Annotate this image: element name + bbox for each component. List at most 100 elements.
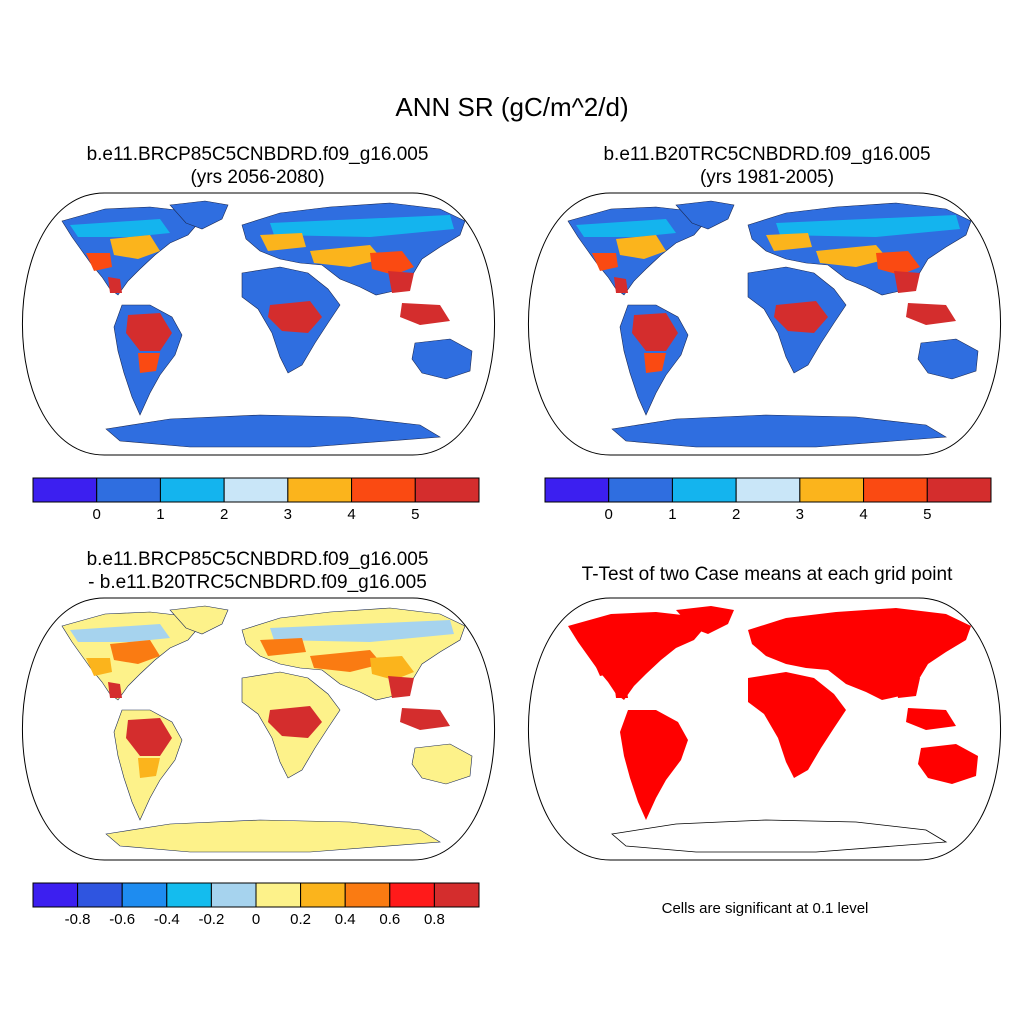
colorbar-swatch xyxy=(608,477,673,503)
panel-title-top-right-line1: b.e11.B20TRC5CNBDRD.f09_g16.005 xyxy=(603,144,931,165)
region-tropics xyxy=(108,277,122,293)
region-temperate xyxy=(816,245,888,267)
region-tropics xyxy=(614,277,628,293)
colorbar-bottom-left xyxy=(32,882,480,908)
colorbar-tick-label: 0 xyxy=(92,506,101,523)
colorbar-swatch xyxy=(287,477,353,503)
colorbar-swatch xyxy=(210,882,257,908)
colorbar-tick-label: 3 xyxy=(283,506,293,523)
colorbar-top-left-ticks: 0 1 2 3 4 5 xyxy=(33,506,479,526)
region-boreal xyxy=(70,219,170,237)
region-tropics xyxy=(894,676,920,698)
region-tropics xyxy=(632,718,678,756)
landmass-antarctica xyxy=(105,819,441,853)
region-temperate xyxy=(766,233,812,251)
colorbar-swatch xyxy=(351,477,416,503)
region-tropics xyxy=(108,682,122,698)
map-outline xyxy=(527,192,1002,456)
region-temperate xyxy=(260,638,306,656)
landmass-australia xyxy=(917,338,979,380)
colorbar-tick-label: -0.2 xyxy=(198,911,225,928)
region-subtropics xyxy=(138,758,160,778)
colorbar-swatch xyxy=(671,477,737,503)
region-tropics xyxy=(388,676,414,698)
region-tropics xyxy=(126,313,172,351)
region-subtropics xyxy=(370,656,414,680)
region-tropics xyxy=(400,708,450,730)
region-tropics xyxy=(774,301,828,333)
region-tropics xyxy=(614,682,628,698)
map-panel-bottom-right xyxy=(527,597,1002,861)
region-temperate xyxy=(310,650,382,672)
colorbar-swatch xyxy=(926,477,992,503)
colorbar-bottom-left-ticks: -0.8 -0.6 -0.4 -0.2 0 0.2 0.4 0.6 0.8 xyxy=(33,911,479,931)
colorbar-tick-label: 2 xyxy=(219,506,229,523)
colorbar-swatch xyxy=(799,477,865,503)
colorbar-swatch xyxy=(300,882,346,908)
panel-title-top-left-line1: b.e11.BRCP85C5CNBDRD.f09_g16.005 xyxy=(86,144,429,165)
colorbar-tick-label: 2 xyxy=(731,506,741,523)
map-outline xyxy=(527,597,1002,861)
region-subtropics xyxy=(86,253,112,271)
colorbar-swatch xyxy=(255,882,302,908)
colorbar-swatch xyxy=(77,882,123,908)
colorbar-swatch xyxy=(544,477,610,503)
landmass-australia xyxy=(411,743,473,785)
panel-title-bottom-right: T-Test of two Case means at each grid po… xyxy=(510,563,1024,586)
map-panel-top-left xyxy=(21,192,496,456)
panel-title-bottom-left-line1: b.e11.BRCP85C5CNBDRD.f09_g16.005 xyxy=(86,549,429,570)
region-boreal xyxy=(776,215,960,237)
map-outline xyxy=(21,597,496,861)
region-tropics xyxy=(388,271,414,293)
colorbar-swatch xyxy=(166,882,212,908)
colorbar-tick-label: 3 xyxy=(795,506,805,523)
region-subtropics xyxy=(138,353,160,373)
region-subtropics xyxy=(592,658,618,676)
landmass-greenland xyxy=(676,606,734,634)
landmass-australia xyxy=(411,338,473,380)
colorbar-swatch xyxy=(735,477,801,503)
panel-title-top-right: b.e11.B20TRC5CNBDRD.f09_g16.005 (yrs 198… xyxy=(510,143,1024,189)
colorbar-tick-label: 0.2 xyxy=(290,911,312,928)
region-tropics xyxy=(906,303,956,325)
landmass-greenland xyxy=(675,200,735,230)
colorbar-tick-label: 0.6 xyxy=(379,911,401,928)
map-panel-top-right xyxy=(527,192,1002,456)
colorbar-swatch xyxy=(433,882,480,908)
colorbar-tick-label: -0.8 xyxy=(64,911,91,928)
region-boreal xyxy=(576,624,676,642)
main-title: ANN SR (gC/m^2/d) xyxy=(395,92,629,122)
landmass-australia xyxy=(918,744,978,784)
panel-title-bottom-right-line1: T-Test of two Case means at each grid po… xyxy=(581,564,953,585)
significance-note: Cells are significant at 0.1 level xyxy=(661,900,869,917)
region-tropics xyxy=(268,706,322,738)
region-boreal xyxy=(576,219,676,237)
colorbar-swatch xyxy=(32,882,79,908)
region-subtropics xyxy=(644,758,666,778)
region-subtropics xyxy=(876,656,920,680)
region-temperate xyxy=(110,235,160,259)
colorbar-swatch xyxy=(32,477,98,503)
region-tropics xyxy=(400,303,450,325)
region-temperate xyxy=(766,638,812,656)
colorbar-swatch xyxy=(389,882,435,908)
region-temperate xyxy=(310,245,382,267)
region-tropics xyxy=(894,271,920,293)
panel-title-top-right-line2: (yrs 1981-2005) xyxy=(699,167,835,188)
region-boreal xyxy=(70,624,170,642)
panel-title-top-left: b.e11.BRCP85C5CNBDRD.f09_g16.005 (yrs 20… xyxy=(0,143,515,189)
region-tropics xyxy=(632,313,678,351)
colorbar-top-right xyxy=(544,477,992,503)
landmass-antarctica-outline xyxy=(611,819,948,853)
landmass-antarctica xyxy=(105,414,441,448)
region-tropics xyxy=(268,301,322,333)
region-subtropics xyxy=(370,251,414,275)
region-subtropics xyxy=(86,658,112,676)
map-outline xyxy=(21,192,496,456)
colorbar-tick-label: 0 xyxy=(604,506,613,523)
colorbar-top-left xyxy=(32,477,480,503)
colorbar-tick-label: 0 xyxy=(251,911,261,928)
landmass-greenland xyxy=(169,200,229,230)
region-tropics xyxy=(126,718,172,756)
colorbar-tick-label: 5 xyxy=(923,506,932,523)
